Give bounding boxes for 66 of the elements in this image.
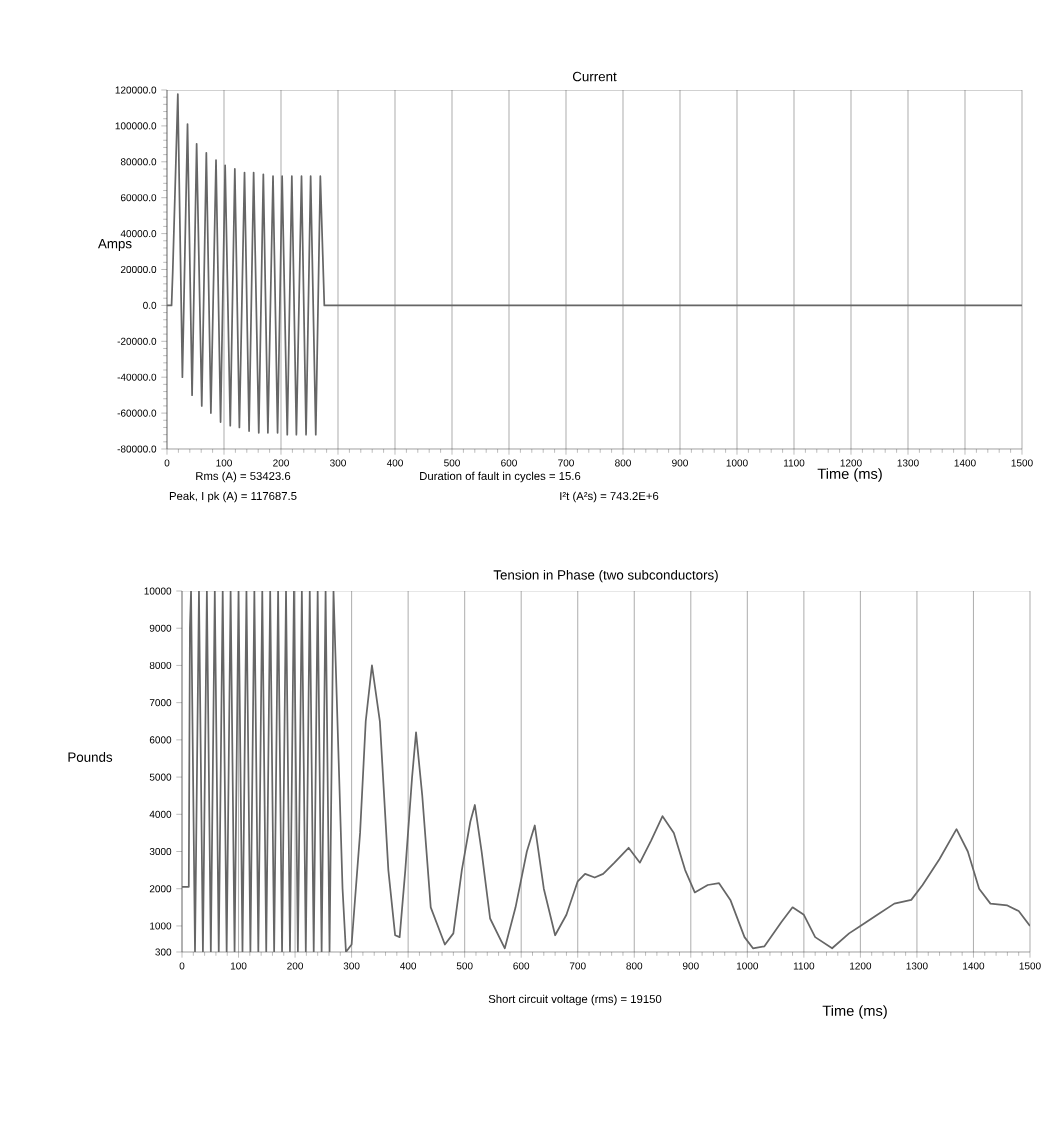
x-tick-label: 300	[330, 459, 346, 467]
y-tick-label: 9000	[149, 624, 172, 632]
x-tick-label: 1000	[726, 459, 748, 467]
x-tick-label: 600	[513, 962, 530, 970]
x-tick-label: 1100	[793, 962, 815, 970]
chart-title: Current	[572, 71, 617, 82]
x-tick-label: 100	[230, 962, 247, 970]
x-tick-label: 600	[501, 459, 517, 467]
x-tick-label: 700	[569, 962, 586, 970]
y-tick-label: 7000	[149, 699, 172, 707]
x-tick-label: 1500	[1011, 459, 1033, 467]
y-tick-label: 120000.0	[115, 86, 157, 94]
x-tick-label: 1000	[736, 962, 759, 970]
y-tick-label: 2000	[149, 885, 172, 893]
y-tick-label: 10000	[144, 587, 172, 595]
y-tick-label: 80000.0	[120, 158, 157, 166]
x-tick-label: 200	[273, 459, 289, 467]
line-series	[182, 591, 1030, 952]
y-tick-label: 60000.0	[120, 194, 157, 202]
x-tick-label: 900	[682, 962, 699, 970]
y-tick-label: 20000.0	[120, 265, 157, 274]
y-tick-label: 3000	[149, 847, 172, 856]
text: I²t (A²s) = 743.2E+6	[560, 491, 659, 503]
text: Rms (A) = 53423.6	[196, 471, 291, 483]
x-tick-label: 500	[456, 962, 473, 970]
x-tick-label: 700	[558, 459, 574, 467]
x-tick-label: 1200	[840, 459, 862, 467]
x-tick-label: 1100	[784, 459, 805, 467]
y-tick-label: 0.0	[143, 301, 157, 309]
y-tick-label: 4000	[149, 810, 172, 818]
x-tick-label: 800	[626, 962, 643, 970]
x-tick-label: 500	[444, 459, 460, 467]
text: Duration of fault in cycles = 15.6	[420, 471, 581, 483]
x-axis-title: Time (ms)	[817, 468, 882, 482]
x-tick-label: 100	[216, 459, 232, 467]
x-tick-label: 0	[164, 459, 170, 467]
y-tick-label: 100000.0	[115, 122, 157, 130]
y-tick-label: -20000.0	[117, 337, 157, 345]
x-tick-label: 800	[615, 459, 631, 467]
x-tick-label: 1400	[954, 459, 976, 467]
y-tick-label: 300	[155, 948, 172, 956]
x-axis-title: Time (ms)	[822, 1005, 887, 1019]
x-tick-label: 1200	[850, 962, 872, 970]
x-tick-label: 1300	[897, 459, 919, 467]
x-tick-label: 400	[400, 962, 417, 970]
x-tick-label: 1300	[906, 962, 928, 970]
y-axis-title: Pounds	[68, 752, 113, 762]
y-tick-label: -40000.0	[117, 373, 157, 381]
x-tick-label: 400	[386, 459, 403, 467]
y-tick-label: -80000.0	[117, 445, 157, 453]
x-tick-label: 200	[287, 962, 304, 970]
y-tick-label: 8000	[149, 661, 172, 669]
y-axis-title: Amps	[97, 239, 132, 251]
y-tick-label: 1000	[150, 922, 172, 930]
y-tick-label: 5000	[149, 773, 172, 781]
x-tick-label: 300	[343, 962, 360, 970]
x-tick-label: 0	[179, 962, 185, 970]
x-tick-label: 1400	[963, 962, 985, 970]
y-tick-label: -60000.0	[117, 409, 157, 417]
y-tick-label: 40000.0	[120, 230, 157, 238]
y-tick-label: 6000	[149, 736, 172, 744]
text: Short circuit voltage (rms) = 19150	[488, 994, 662, 1006]
x-tick-label: 900	[672, 459, 688, 467]
x-tick-label: 1500	[1019, 962, 1041, 970]
text: Peak, I pk (A) = 117687.5	[169, 491, 297, 503]
chart-title: Tension in Phase (two subconductors)	[493, 569, 718, 583]
